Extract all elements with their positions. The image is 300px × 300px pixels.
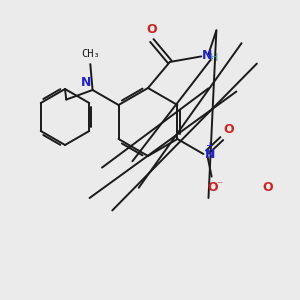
Text: O: O xyxy=(207,181,218,194)
Text: N: N xyxy=(81,76,92,89)
Text: O: O xyxy=(263,181,274,194)
Text: O: O xyxy=(146,22,157,35)
Text: O: O xyxy=(224,123,234,136)
Text: H: H xyxy=(210,53,219,63)
Text: ⁻: ⁻ xyxy=(217,181,223,190)
Text: CH₃: CH₃ xyxy=(81,49,100,59)
Text: +: + xyxy=(206,141,213,151)
Text: N: N xyxy=(202,49,213,62)
Text: N: N xyxy=(204,148,215,160)
